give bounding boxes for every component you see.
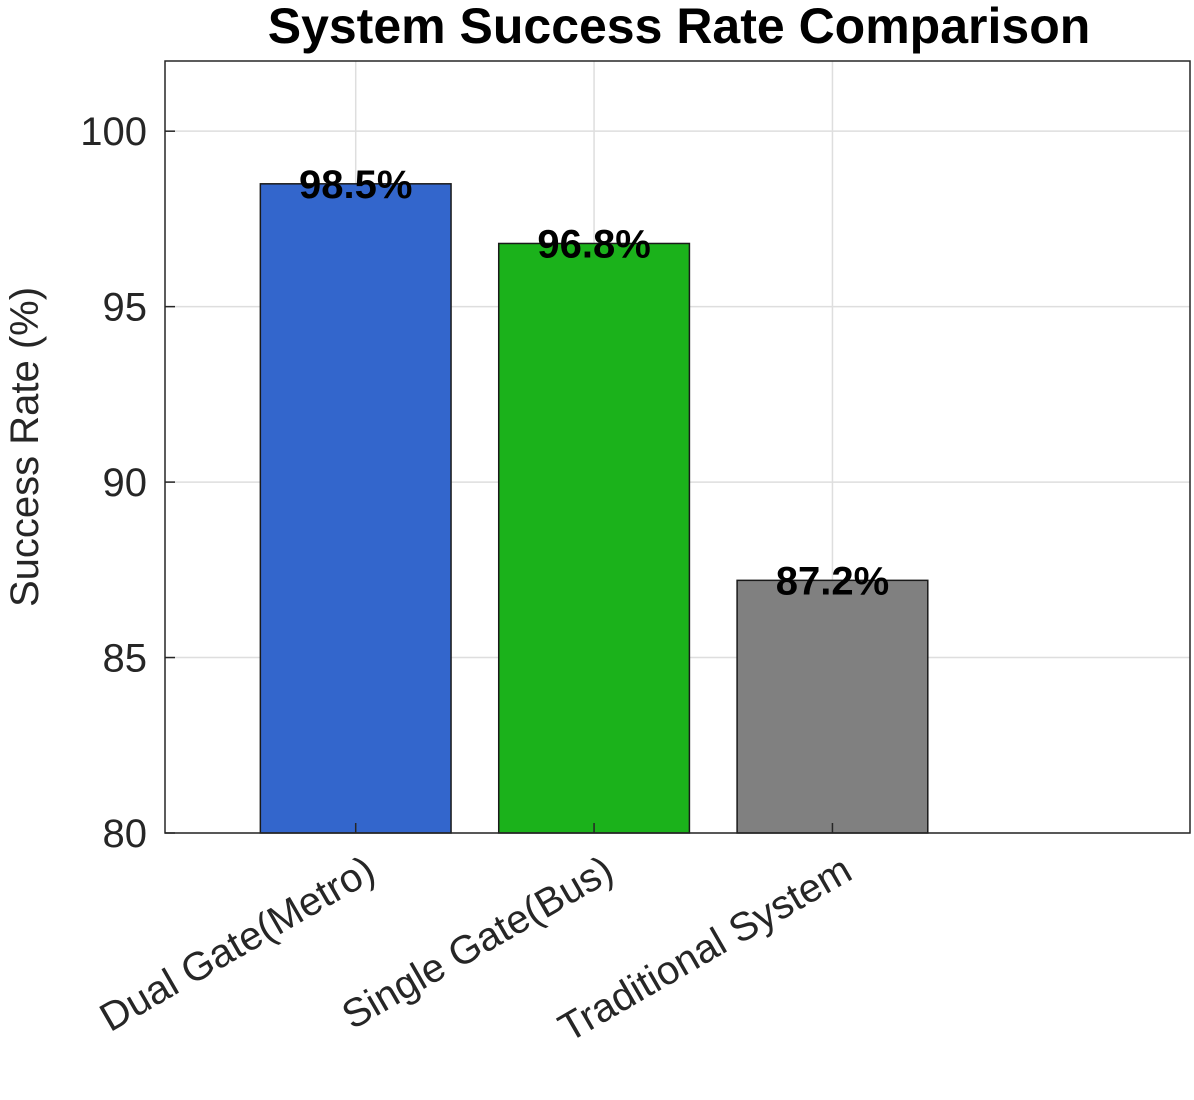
y-axis-label: Success Rate (%) [3,287,47,607]
bar-data-label: 96.8% [537,222,650,266]
bar [259,183,452,834]
y-tick-label: 85 [103,637,148,681]
bar-data-label: 98.5% [299,163,412,207]
bars [259,183,929,834]
y-tick-label: 100 [80,110,147,154]
bar-data-label: 87.2% [776,559,889,603]
bar [497,242,691,834]
y-tick-label: 95 [103,286,148,330]
y-tick-label: 80 [103,812,148,856]
x-tick-label: Dual Gate(Metro) [93,848,383,1041]
data-labels: 98.5% 96.8% 87.2% [299,163,889,604]
chart-title: System Success Rate Comparison [268,0,1091,54]
bar [736,579,929,834]
plot-area-frame [164,60,1191,834]
y-tick-label: 90 [103,461,148,505]
